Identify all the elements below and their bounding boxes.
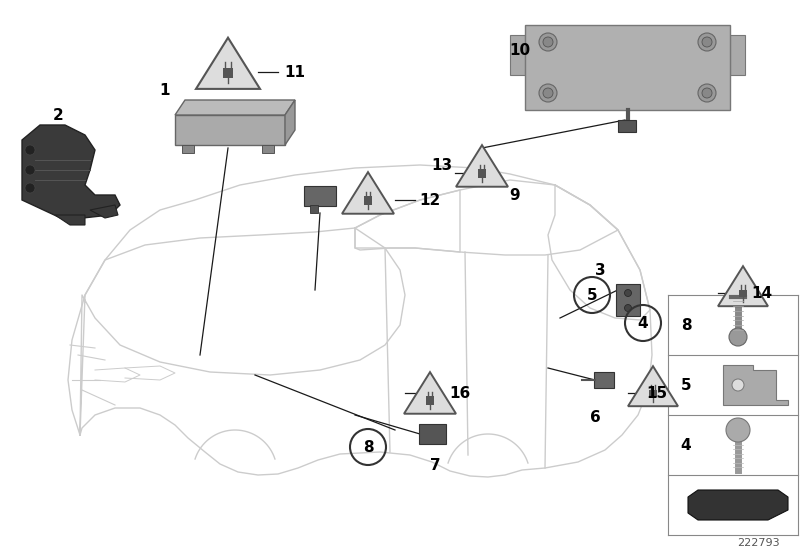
Polygon shape (342, 172, 394, 214)
FancyBboxPatch shape (426, 396, 434, 404)
Text: 14: 14 (751, 286, 773, 301)
Polygon shape (196, 38, 260, 89)
Text: 8: 8 (362, 440, 374, 455)
Text: 9: 9 (510, 188, 520, 203)
Polygon shape (456, 145, 508, 186)
Text: 15: 15 (646, 385, 667, 400)
Circle shape (726, 418, 750, 442)
Text: 1: 1 (160, 82, 170, 97)
Polygon shape (628, 366, 678, 406)
FancyBboxPatch shape (304, 186, 336, 206)
Polygon shape (175, 115, 285, 145)
Circle shape (539, 84, 557, 102)
Circle shape (732, 379, 744, 391)
Text: 222793: 222793 (738, 538, 780, 548)
Circle shape (25, 165, 35, 175)
Text: 4: 4 (638, 315, 648, 330)
Polygon shape (55, 215, 85, 225)
FancyBboxPatch shape (182, 145, 194, 153)
Polygon shape (22, 125, 120, 220)
Polygon shape (404, 372, 456, 414)
FancyBboxPatch shape (739, 290, 747, 297)
Polygon shape (90, 205, 118, 218)
Circle shape (543, 88, 553, 98)
Polygon shape (723, 365, 788, 405)
Text: 4: 4 (681, 437, 691, 452)
Text: 5: 5 (681, 377, 691, 393)
Circle shape (625, 290, 631, 296)
Circle shape (698, 84, 716, 102)
Text: 7: 7 (430, 458, 440, 473)
Polygon shape (688, 490, 788, 520)
Polygon shape (525, 25, 730, 110)
Polygon shape (510, 35, 525, 75)
Text: 11: 11 (285, 64, 306, 80)
Text: 13: 13 (431, 157, 453, 172)
Circle shape (543, 37, 553, 47)
FancyBboxPatch shape (649, 390, 657, 398)
Text: 2: 2 (53, 108, 63, 123)
Text: 8: 8 (681, 318, 691, 333)
FancyBboxPatch shape (262, 145, 274, 153)
FancyBboxPatch shape (310, 205, 318, 213)
Polygon shape (175, 100, 295, 115)
Text: 6: 6 (590, 410, 600, 426)
Circle shape (539, 33, 557, 51)
FancyBboxPatch shape (616, 284, 640, 316)
Circle shape (625, 305, 631, 311)
Circle shape (702, 88, 712, 98)
Polygon shape (718, 266, 768, 306)
Text: 3: 3 (594, 263, 606, 278)
Text: 12: 12 (419, 193, 441, 208)
Polygon shape (730, 35, 745, 75)
Circle shape (729, 328, 747, 346)
FancyBboxPatch shape (223, 68, 233, 78)
FancyBboxPatch shape (364, 197, 372, 204)
Text: 16: 16 (450, 385, 470, 400)
FancyBboxPatch shape (478, 169, 486, 178)
Circle shape (25, 183, 35, 193)
Polygon shape (285, 100, 295, 145)
FancyBboxPatch shape (419, 424, 446, 444)
Circle shape (25, 145, 35, 155)
Text: 10: 10 (510, 43, 530, 58)
Text: 5: 5 (586, 287, 598, 302)
FancyBboxPatch shape (618, 120, 636, 132)
FancyBboxPatch shape (594, 372, 614, 388)
Circle shape (698, 33, 716, 51)
Circle shape (702, 37, 712, 47)
